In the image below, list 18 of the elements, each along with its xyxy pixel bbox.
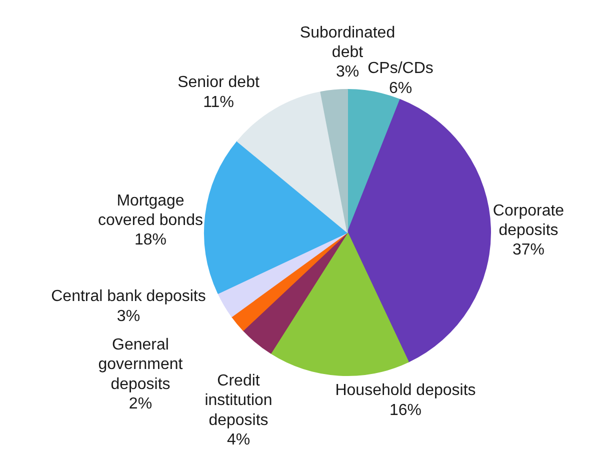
data-label: 18% xyxy=(134,232,167,249)
slice-label: Central bank deposits xyxy=(51,288,206,306)
data-label: 4% xyxy=(226,431,250,448)
slice-label: Senior debt xyxy=(178,74,260,92)
slice-label: Mortgage covered bonds xyxy=(98,192,203,229)
data-label: 2% xyxy=(128,395,152,412)
data-label: 11% xyxy=(203,94,234,111)
slice-label: Credit institution deposits xyxy=(204,372,272,429)
data-label: 37% xyxy=(512,242,545,259)
slice-label: CPs/CDs xyxy=(368,60,434,78)
slice-label: General government deposits xyxy=(98,336,184,393)
slice-label: Corporate deposits xyxy=(492,202,564,239)
slice-label: Household deposits xyxy=(335,382,476,400)
slice-label: Subordinated debt xyxy=(300,24,396,61)
data-label: 6% xyxy=(388,80,412,97)
data-label: 16% xyxy=(389,402,422,419)
data-label: 3% xyxy=(116,308,140,325)
data-label: 3% xyxy=(336,64,360,81)
